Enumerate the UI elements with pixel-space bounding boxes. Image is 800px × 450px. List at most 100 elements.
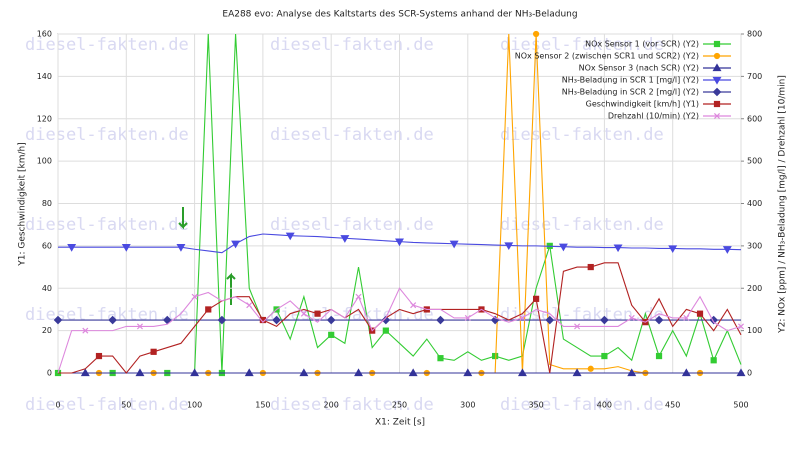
y2-axis-label: Y2: NOx [ppm] / NH₃-Beladung [mg/l] / Dr… [778, 75, 788, 334]
marker [463, 368, 473, 377]
y2-tick-label: 800 [747, 30, 762, 39]
marker [395, 238, 404, 247]
marker [492, 352, 499, 360]
marker [627, 368, 637, 377]
watermark: diesel-fakten.de [270, 395, 434, 415]
series-line [57, 287, 742, 374]
marker [628, 314, 635, 321]
marker [340, 235, 350, 243]
arrow-down [178, 207, 188, 230]
marker [601, 352, 608, 360]
marker [668, 245, 678, 254]
marker [136, 323, 143, 330]
x-tick-label: 0 [55, 401, 60, 410]
legend-label: NH₃-Beladung in SCR 1 [mg/l] (Y2) [562, 76, 699, 85]
y2-tick-label: 100 [747, 326, 762, 335]
marker [246, 302, 253, 309]
legend-marker [713, 52, 721, 60]
marker [314, 310, 321, 317]
y2-tick-label: 500 [747, 157, 762, 166]
y-tick-label: 80 [42, 199, 52, 208]
marker [587, 263, 594, 271]
marker [191, 293, 198, 300]
marker [285, 232, 295, 241]
marker [121, 244, 131, 252]
y2-tick-label: 400 [747, 199, 762, 208]
y-axis-label: Y1: Geschwindigkeit [km/h] [18, 142, 28, 267]
marker [150, 348, 157, 355]
marker [244, 368, 254, 377]
series-line [58, 262, 742, 374]
y-tick-label: 140 [37, 72, 52, 81]
y2-tick-label: 600 [747, 114, 762, 123]
marker [533, 30, 540, 38]
x-tick-label: 100 [187, 401, 202, 410]
y-tick-label: 160 [37, 30, 52, 39]
legend-label: NOx Sensor 3 (nach SCR) (Y2) [579, 64, 699, 73]
marker [545, 315, 555, 325]
legend-label: Geschwindigkeit [km/h] (Y1) [586, 100, 699, 109]
x-axis-label: X1: Zeit [s] [375, 418, 425, 428]
y-tick-label: 40 [42, 284, 52, 293]
y-tick-label: 0 [47, 369, 52, 378]
watermark: diesel-fakten.de [500, 35, 664, 55]
y-tick-label: 20 [42, 326, 52, 335]
marker [108, 315, 117, 325]
marker [517, 368, 527, 377]
marker [681, 368, 691, 377]
marker [437, 355, 444, 362]
marker [572, 368, 582, 377]
marker [82, 327, 89, 334]
watermark: diesel-fakten.de [25, 395, 189, 415]
legend-marker [712, 87, 722, 97]
legend-label: NOx Sensor 1 (vor SCR) (Y2) [585, 40, 699, 49]
marker [205, 306, 212, 313]
x-tick-label: 250 [392, 401, 407, 410]
marker [600, 315, 609, 325]
legend-label: Drehzahl (10/min) (Y2) [608, 112, 699, 121]
marker [655, 352, 663, 360]
x-tick-label: 300 [460, 401, 475, 410]
marker [519, 314, 526, 321]
y2-tick-label: 200 [747, 284, 762, 293]
x-tick-label: 450 [665, 401, 680, 410]
marker [299, 368, 309, 377]
chart-title: EA288 evo: Analyse des Kaltstarts des SC… [222, 10, 577, 20]
y-tick-label: 100 [37, 157, 52, 166]
watermark: diesel-fakten.de [25, 215, 189, 235]
x-tick-label: 350 [528, 401, 543, 410]
marker [464, 314, 471, 321]
watermark: diesel-fakten.de [25, 125, 189, 145]
marker [354, 368, 363, 377]
y-tick-label: 120 [37, 114, 52, 123]
marker [436, 315, 445, 325]
marker [382, 327, 389, 334]
marker [80, 368, 90, 377]
marker [504, 242, 514, 251]
marker [326, 315, 336, 325]
y2-tick-label: 0 [747, 369, 752, 378]
marker [449, 240, 459, 249]
marker [67, 244, 77, 252]
marker [736, 368, 746, 377]
legend-marker [712, 63, 722, 72]
legend-marker [713, 40, 721, 48]
x-tick-label: 500 [733, 401, 748, 410]
marker [722, 246, 732, 254]
arrow-up [226, 272, 236, 305]
marker [176, 244, 186, 252]
marker [558, 243, 568, 252]
watermark: diesel-fakten.de [270, 215, 434, 235]
marker [217, 315, 227, 325]
marker [696, 310, 704, 317]
x-tick-label: 400 [597, 401, 612, 410]
marker [654, 315, 664, 325]
marker [710, 357, 717, 364]
marker [410, 302, 417, 309]
y-tick-label: 60 [42, 241, 52, 250]
marker [231, 240, 241, 249]
legend-label: NOx Sensor 2 (zwischen SCR1 und SCR2) (Y… [515, 52, 699, 61]
y2-tick-label: 700 [747, 72, 762, 81]
marker [53, 315, 63, 325]
